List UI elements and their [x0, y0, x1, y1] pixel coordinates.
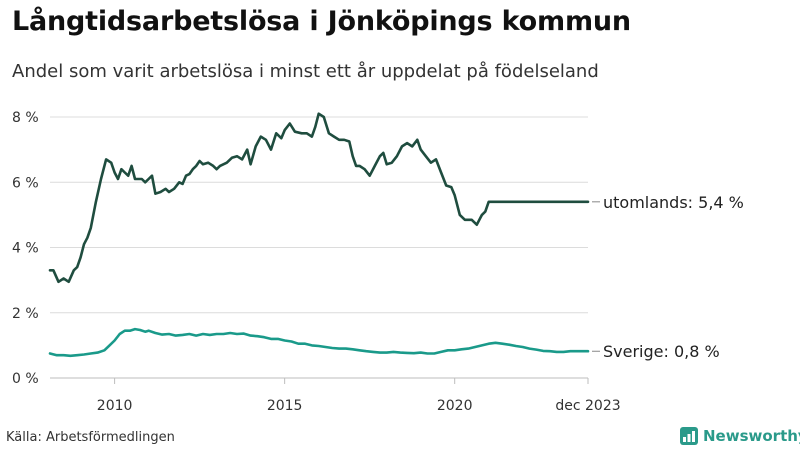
grid-lines	[50, 116, 588, 379]
brand-logo: Newsworthy	[680, 427, 800, 445]
series-end-labels: utomlands: 5,4 % Sverige: 0,8 %	[592, 193, 744, 361]
y-tick-label: 2 %	[12, 306, 39, 322]
bar-chart-icon	[680, 427, 698, 445]
chart-subtitle: Andel som varit arbetslösa i minst ett å…	[12, 61, 599, 82]
x-tick-label: 2020	[437, 398, 473, 414]
y-tick-label: 0 %	[12, 371, 39, 387]
source-note: Källa: Arbetsförmedlingen	[6, 430, 175, 445]
series-line-sverige	[48, 327, 590, 358]
brand-name: Newsworthy	[703, 427, 800, 445]
y-tick-label: 8 %	[12, 110, 39, 126]
series-lines	[48, 112, 590, 358]
y-tick-label: 4 %	[12, 241, 39, 257]
x-axis-ticks: 2010 2015 2020 dec 2023	[97, 378, 621, 414]
x-tick-label: 2010	[97, 398, 133, 414]
x-tick-label: dec 2023	[555, 398, 620, 414]
y-tick-label: 6 %	[12, 175, 39, 191]
chart-title: Långtidsarbetslösa i Jönköpings kommun	[12, 6, 631, 37]
series-line-utomlands	[48, 112, 590, 284]
x-tick-label: 2015	[267, 398, 303, 414]
series-end-label-utomlands: utomlands: 5,4 %	[603, 193, 744, 212]
series-end-label-sverige: Sverige: 0,8 %	[603, 342, 720, 361]
y-axis-tick-labels: 0 % 2 % 4 % 6 % 8 %	[12, 110, 39, 387]
